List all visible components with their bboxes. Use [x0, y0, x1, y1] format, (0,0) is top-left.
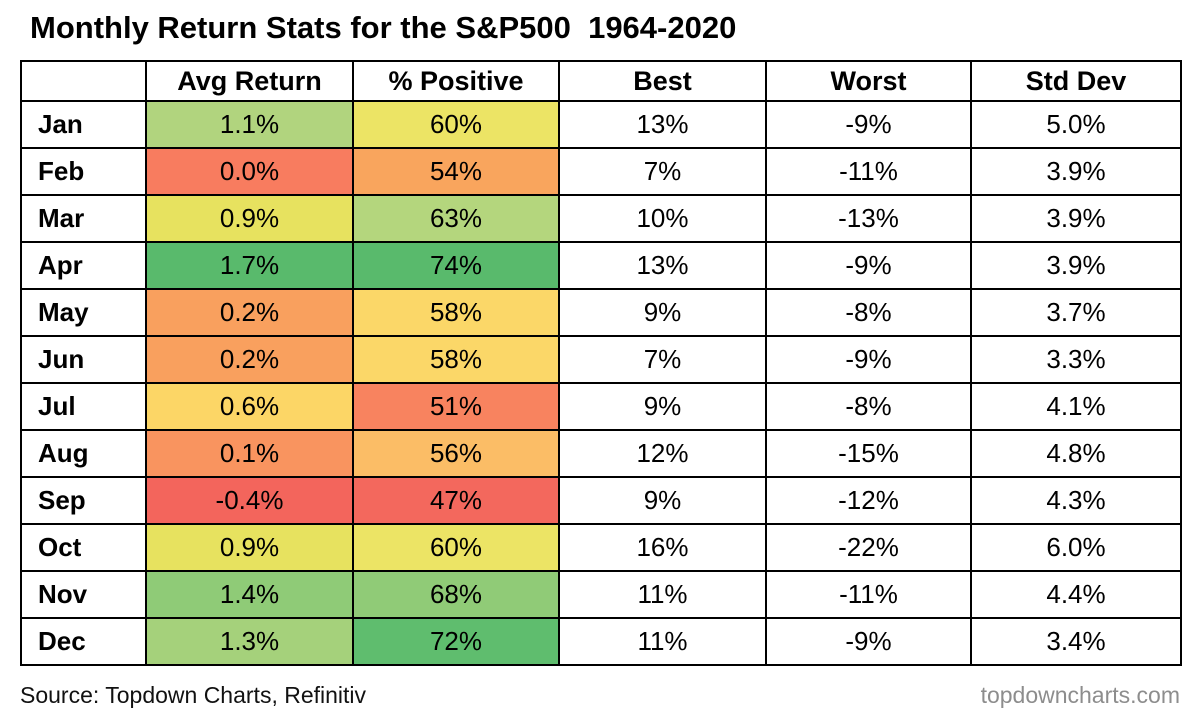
- table-row: Dec 1.3% 72% 11% -9% 3.4%: [20, 617, 1182, 666]
- worst-cell: -8%: [765, 288, 972, 337]
- pct-positive-cell: 74%: [352, 241, 560, 290]
- month-cell: Apr: [20, 241, 147, 290]
- worst-cell: -9%: [765, 100, 972, 149]
- table-row: Jun 0.2% 58% 7% -9% 3.3%: [20, 335, 1182, 384]
- website-credit: topdowncharts.com: [980, 682, 1180, 708]
- pct-positive-cell: 58%: [352, 288, 560, 337]
- worst-cell: -11%: [765, 147, 972, 196]
- std-dev-cell: 4.8%: [970, 429, 1182, 478]
- pct-positive-cell: 54%: [352, 147, 560, 196]
- footer: Source: Topdown Charts, Refinitiv topdow…: [20, 682, 1180, 709]
- worst-cell: -9%: [765, 335, 972, 384]
- table-row: Aug 0.1% 56% 12% -15% 4.8%: [20, 429, 1182, 478]
- pct-positive-cell: 60%: [352, 100, 560, 149]
- month-cell: Feb: [20, 147, 147, 196]
- header-cell-pct-positive: % Positive: [352, 60, 560, 102]
- pct-positive-cell: 58%: [352, 335, 560, 384]
- best-cell: 13%: [558, 100, 767, 149]
- pct-positive-cell: 72%: [352, 617, 560, 666]
- table-row: May 0.2% 58% 9% -8% 3.7%: [20, 288, 1182, 337]
- std-dev-cell: 3.3%: [970, 335, 1182, 384]
- month-cell: Nov: [20, 570, 147, 619]
- avg-return-cell: 0.2%: [145, 335, 354, 384]
- table-header: Avg Return % Positive Best Worst Std Dev: [20, 60, 1182, 102]
- best-cell: 11%: [558, 617, 767, 666]
- worst-cell: -22%: [765, 523, 972, 572]
- header-cell-worst: Worst: [765, 60, 972, 102]
- best-cell: 9%: [558, 288, 767, 337]
- month-cell: May: [20, 288, 147, 337]
- month-cell: Jan: [20, 100, 147, 149]
- avg-return-cell: 0.9%: [145, 523, 354, 572]
- avg-return-cell: 0.9%: [145, 194, 354, 243]
- avg-return-cell: 0.6%: [145, 382, 354, 431]
- month-cell: Sep: [20, 476, 147, 525]
- std-dev-cell: 4.3%: [970, 476, 1182, 525]
- best-cell: 11%: [558, 570, 767, 619]
- best-cell: 7%: [558, 335, 767, 384]
- best-cell: 16%: [558, 523, 767, 572]
- pct-positive-cell: 51%: [352, 382, 560, 431]
- best-cell: 9%: [558, 382, 767, 431]
- table-row: Mar 0.9% 63% 10% -13% 3.9%: [20, 194, 1182, 243]
- month-cell: Jun: [20, 335, 147, 384]
- best-cell: 10%: [558, 194, 767, 243]
- header-cell-std-dev: Std Dev: [970, 60, 1182, 102]
- table-row: Sep -0.4% 47% 9% -12% 4.3%: [20, 476, 1182, 525]
- avg-return-cell: 0.0%: [145, 147, 354, 196]
- table-row: Oct 0.9% 60% 16% -22% 6.0%: [20, 523, 1182, 572]
- table-row: Jan 1.1% 60% 13% -9% 5.0%: [20, 100, 1182, 149]
- month-cell: Aug: [20, 429, 147, 478]
- month-cell: Dec: [20, 617, 147, 666]
- table-row: Feb 0.0% 54% 7% -11% 3.9%: [20, 147, 1182, 196]
- std-dev-cell: 6.0%: [970, 523, 1182, 572]
- std-dev-cell: 4.1%: [970, 382, 1182, 431]
- std-dev-cell: 3.7%: [970, 288, 1182, 337]
- std-dev-cell: 4.4%: [970, 570, 1182, 619]
- best-cell: 13%: [558, 241, 767, 290]
- pct-positive-cell: 63%: [352, 194, 560, 243]
- std-dev-cell: 3.9%: [970, 241, 1182, 290]
- header-cell-avg-return: Avg Return: [145, 60, 354, 102]
- best-cell: 7%: [558, 147, 767, 196]
- month-cell: Jul: [20, 382, 147, 431]
- source-credit: Source: Topdown Charts, Refinitiv: [20, 682, 367, 708]
- table-row: Jul 0.6% 51% 9% -8% 4.1%: [20, 382, 1182, 431]
- pct-positive-cell: 47%: [352, 476, 560, 525]
- table-row: Nov 1.4% 68% 11% -11% 4.4%: [20, 570, 1182, 619]
- header-row: Avg Return % Positive Best Worst Std Dev: [20, 60, 1182, 102]
- month-cell: Mar: [20, 194, 147, 243]
- std-dev-cell: 5.0%: [970, 100, 1182, 149]
- avg-return-cell: 1.1%: [145, 100, 354, 149]
- header-cell-month: [20, 60, 147, 102]
- page-title: Monthly Return Stats for the S&P500 1964…: [30, 10, 737, 45]
- avg-return-cell: 0.1%: [145, 429, 354, 478]
- worst-cell: -13%: [765, 194, 972, 243]
- best-cell: 12%: [558, 429, 767, 478]
- avg-return-cell: 1.3%: [145, 617, 354, 666]
- std-dev-cell: 3.4%: [970, 617, 1182, 666]
- table-row: Apr 1.7% 74% 13% -9% 3.9%: [20, 241, 1182, 290]
- avg-return-cell: -0.4%: [145, 476, 354, 525]
- table-body: Jan 1.1% 60% 13% -9% 5.0% Feb 0.0% 54% 7% -11% 3.9%…: [20, 100, 1182, 666]
- worst-cell: -12%: [765, 476, 972, 525]
- pct-positive-cell: 60%: [352, 523, 560, 572]
- avg-return-cell: 1.4%: [145, 570, 354, 619]
- worst-cell: -15%: [765, 429, 972, 478]
- avg-return-cell: 0.2%: [145, 288, 354, 337]
- worst-cell: -9%: [765, 241, 972, 290]
- monthly-return-stats-table: Avg Return % Positive Best Worst Std Dev…: [20, 60, 1182, 666]
- pct-positive-cell: 68%: [352, 570, 560, 619]
- best-cell: 9%: [558, 476, 767, 525]
- std-dev-cell: 3.9%: [970, 194, 1182, 243]
- worst-cell: -9%: [765, 617, 972, 666]
- avg-return-cell: 1.7%: [145, 241, 354, 290]
- header-cell-best: Best: [558, 60, 767, 102]
- pct-positive-cell: 56%: [352, 429, 560, 478]
- worst-cell: -8%: [765, 382, 972, 431]
- month-cell: Oct: [20, 523, 147, 572]
- std-dev-cell: 3.9%: [970, 147, 1182, 196]
- worst-cell: -11%: [765, 570, 972, 619]
